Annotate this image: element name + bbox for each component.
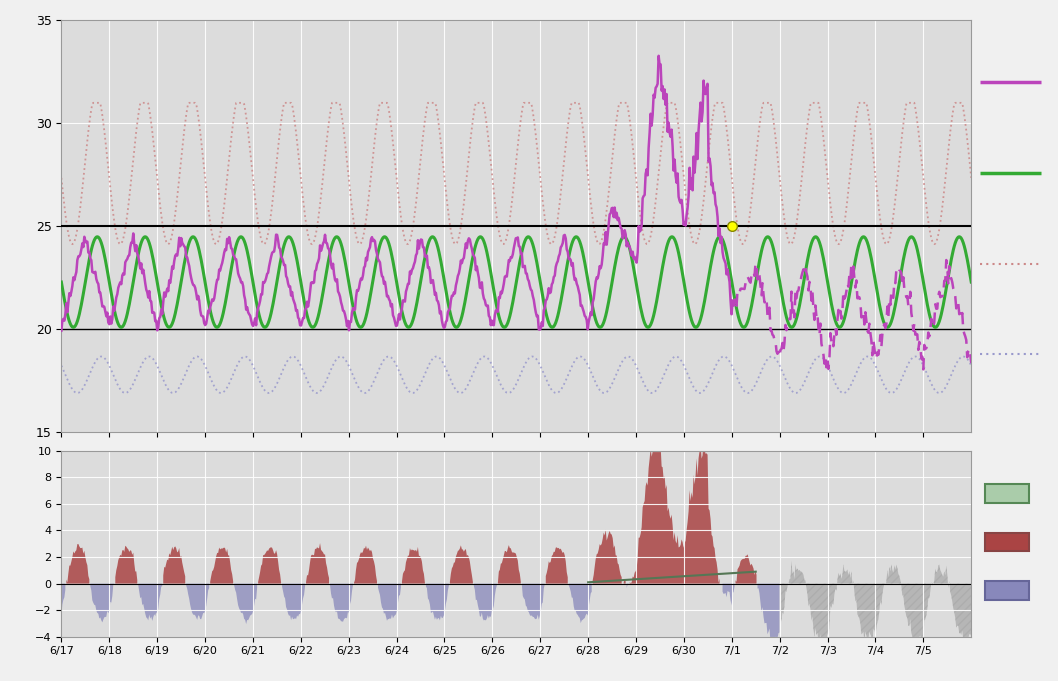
Bar [985,581,1028,599]
Bar [985,484,1028,503]
Bar [985,533,1028,551]
